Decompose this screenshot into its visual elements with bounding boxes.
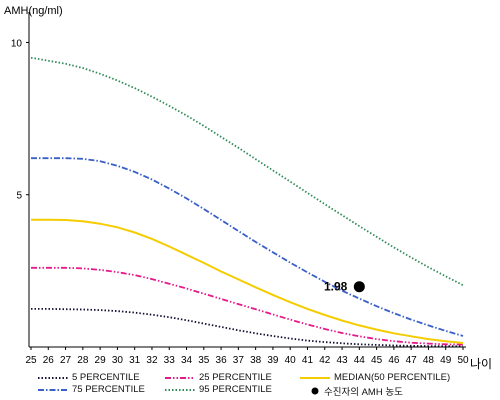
legend-label-patient: 수진자의 AMH 농도 bbox=[324, 387, 403, 398]
x-tick-label: 29 bbox=[95, 355, 107, 366]
x-tick-label: 48 bbox=[423, 355, 435, 366]
legend-swatch-p95 bbox=[165, 388, 195, 391]
legend-label-p95: 95 PERCENTILE bbox=[199, 384, 272, 395]
patient-marker bbox=[353, 281, 365, 293]
x-tick-label: 31 bbox=[129, 355, 141, 366]
y-axis-label: AMH(ng/ml) bbox=[4, 5, 63, 17]
legend-item-p5: 5 PERCENTILE bbox=[38, 372, 140, 383]
x-tick-label: 41 bbox=[302, 355, 314, 366]
legend-item-patient: 수진자의 AMH 농도 bbox=[310, 384, 403, 398]
y-tick-label: 5 bbox=[16, 191, 22, 202]
legend-label-p5: 5 PERCENTILE bbox=[72, 372, 140, 383]
x-tick-label: 30 bbox=[112, 355, 124, 366]
y-tick-label: 10 bbox=[11, 38, 23, 49]
x-tick-label: 28 bbox=[77, 355, 89, 366]
x-tick-label: 38 bbox=[250, 355, 262, 366]
x-tick-label: 25 bbox=[25, 355, 37, 366]
x-tick-label: 40 bbox=[285, 355, 297, 366]
x-tick-label: 44 bbox=[354, 355, 366, 366]
patient-value-label: 1.98 bbox=[324, 280, 348, 294]
x-tick-label: 36 bbox=[216, 355, 228, 366]
x-axis-label: 나이 bbox=[470, 357, 492, 371]
legend-item-p50: MEDIAN(50 PERCENTILE) bbox=[300, 372, 450, 383]
series-line-p75 bbox=[31, 157, 464, 337]
legend-label-p25: 25 PERCENTILE bbox=[199, 372, 272, 383]
legend-item-p75: 75 PERCENTILE bbox=[38, 384, 145, 395]
x-tick-label: 35 bbox=[198, 355, 210, 366]
legend-swatch-patient bbox=[311, 387, 319, 395]
legend-swatch-p25 bbox=[165, 376, 195, 379]
legend-swatch-p5 bbox=[38, 376, 68, 379]
x-tick-label: 45 bbox=[371, 355, 383, 366]
x-tick-label: 39 bbox=[267, 355, 279, 366]
legend-swatch-p50 bbox=[300, 376, 330, 379]
x-tick-label: 49 bbox=[440, 355, 452, 366]
legend-label-p75: 75 PERCENTILE bbox=[72, 384, 145, 395]
x-tick-label: 27 bbox=[60, 355, 72, 366]
x-tick-label: 32 bbox=[146, 355, 158, 366]
legend: 5 PERCENTILE 25 PERCENTILE MEDIAN(50 PER… bbox=[0, 372, 500, 400]
x-tick-label: 46 bbox=[388, 355, 400, 366]
series-line-p25 bbox=[31, 266, 464, 346]
x-tick-label: 50 bbox=[457, 355, 469, 366]
x-tick-label: 47 bbox=[406, 355, 418, 366]
x-tick-label: 43 bbox=[336, 355, 348, 366]
x-tick-label: 42 bbox=[319, 355, 331, 366]
x-tick-label: 26 bbox=[43, 355, 55, 366]
series-line-p5 bbox=[31, 307, 464, 348]
series-line-p50 bbox=[31, 218, 464, 344]
series-line-p95 bbox=[30, 56, 464, 287]
legend-label-p50: MEDIAN(50 PERCENTILE) bbox=[334, 372, 451, 383]
x-tick-label: 37 bbox=[233, 355, 245, 366]
legend-swatch-p75 bbox=[38, 388, 68, 391]
x-tick-label: 33 bbox=[164, 355, 176, 366]
legend-item-p95: 95 PERCENTILE bbox=[165, 384, 272, 395]
x-tick-label: 34 bbox=[181, 355, 193, 366]
legend-item-p25: 25 PERCENTILE bbox=[165, 372, 272, 383]
